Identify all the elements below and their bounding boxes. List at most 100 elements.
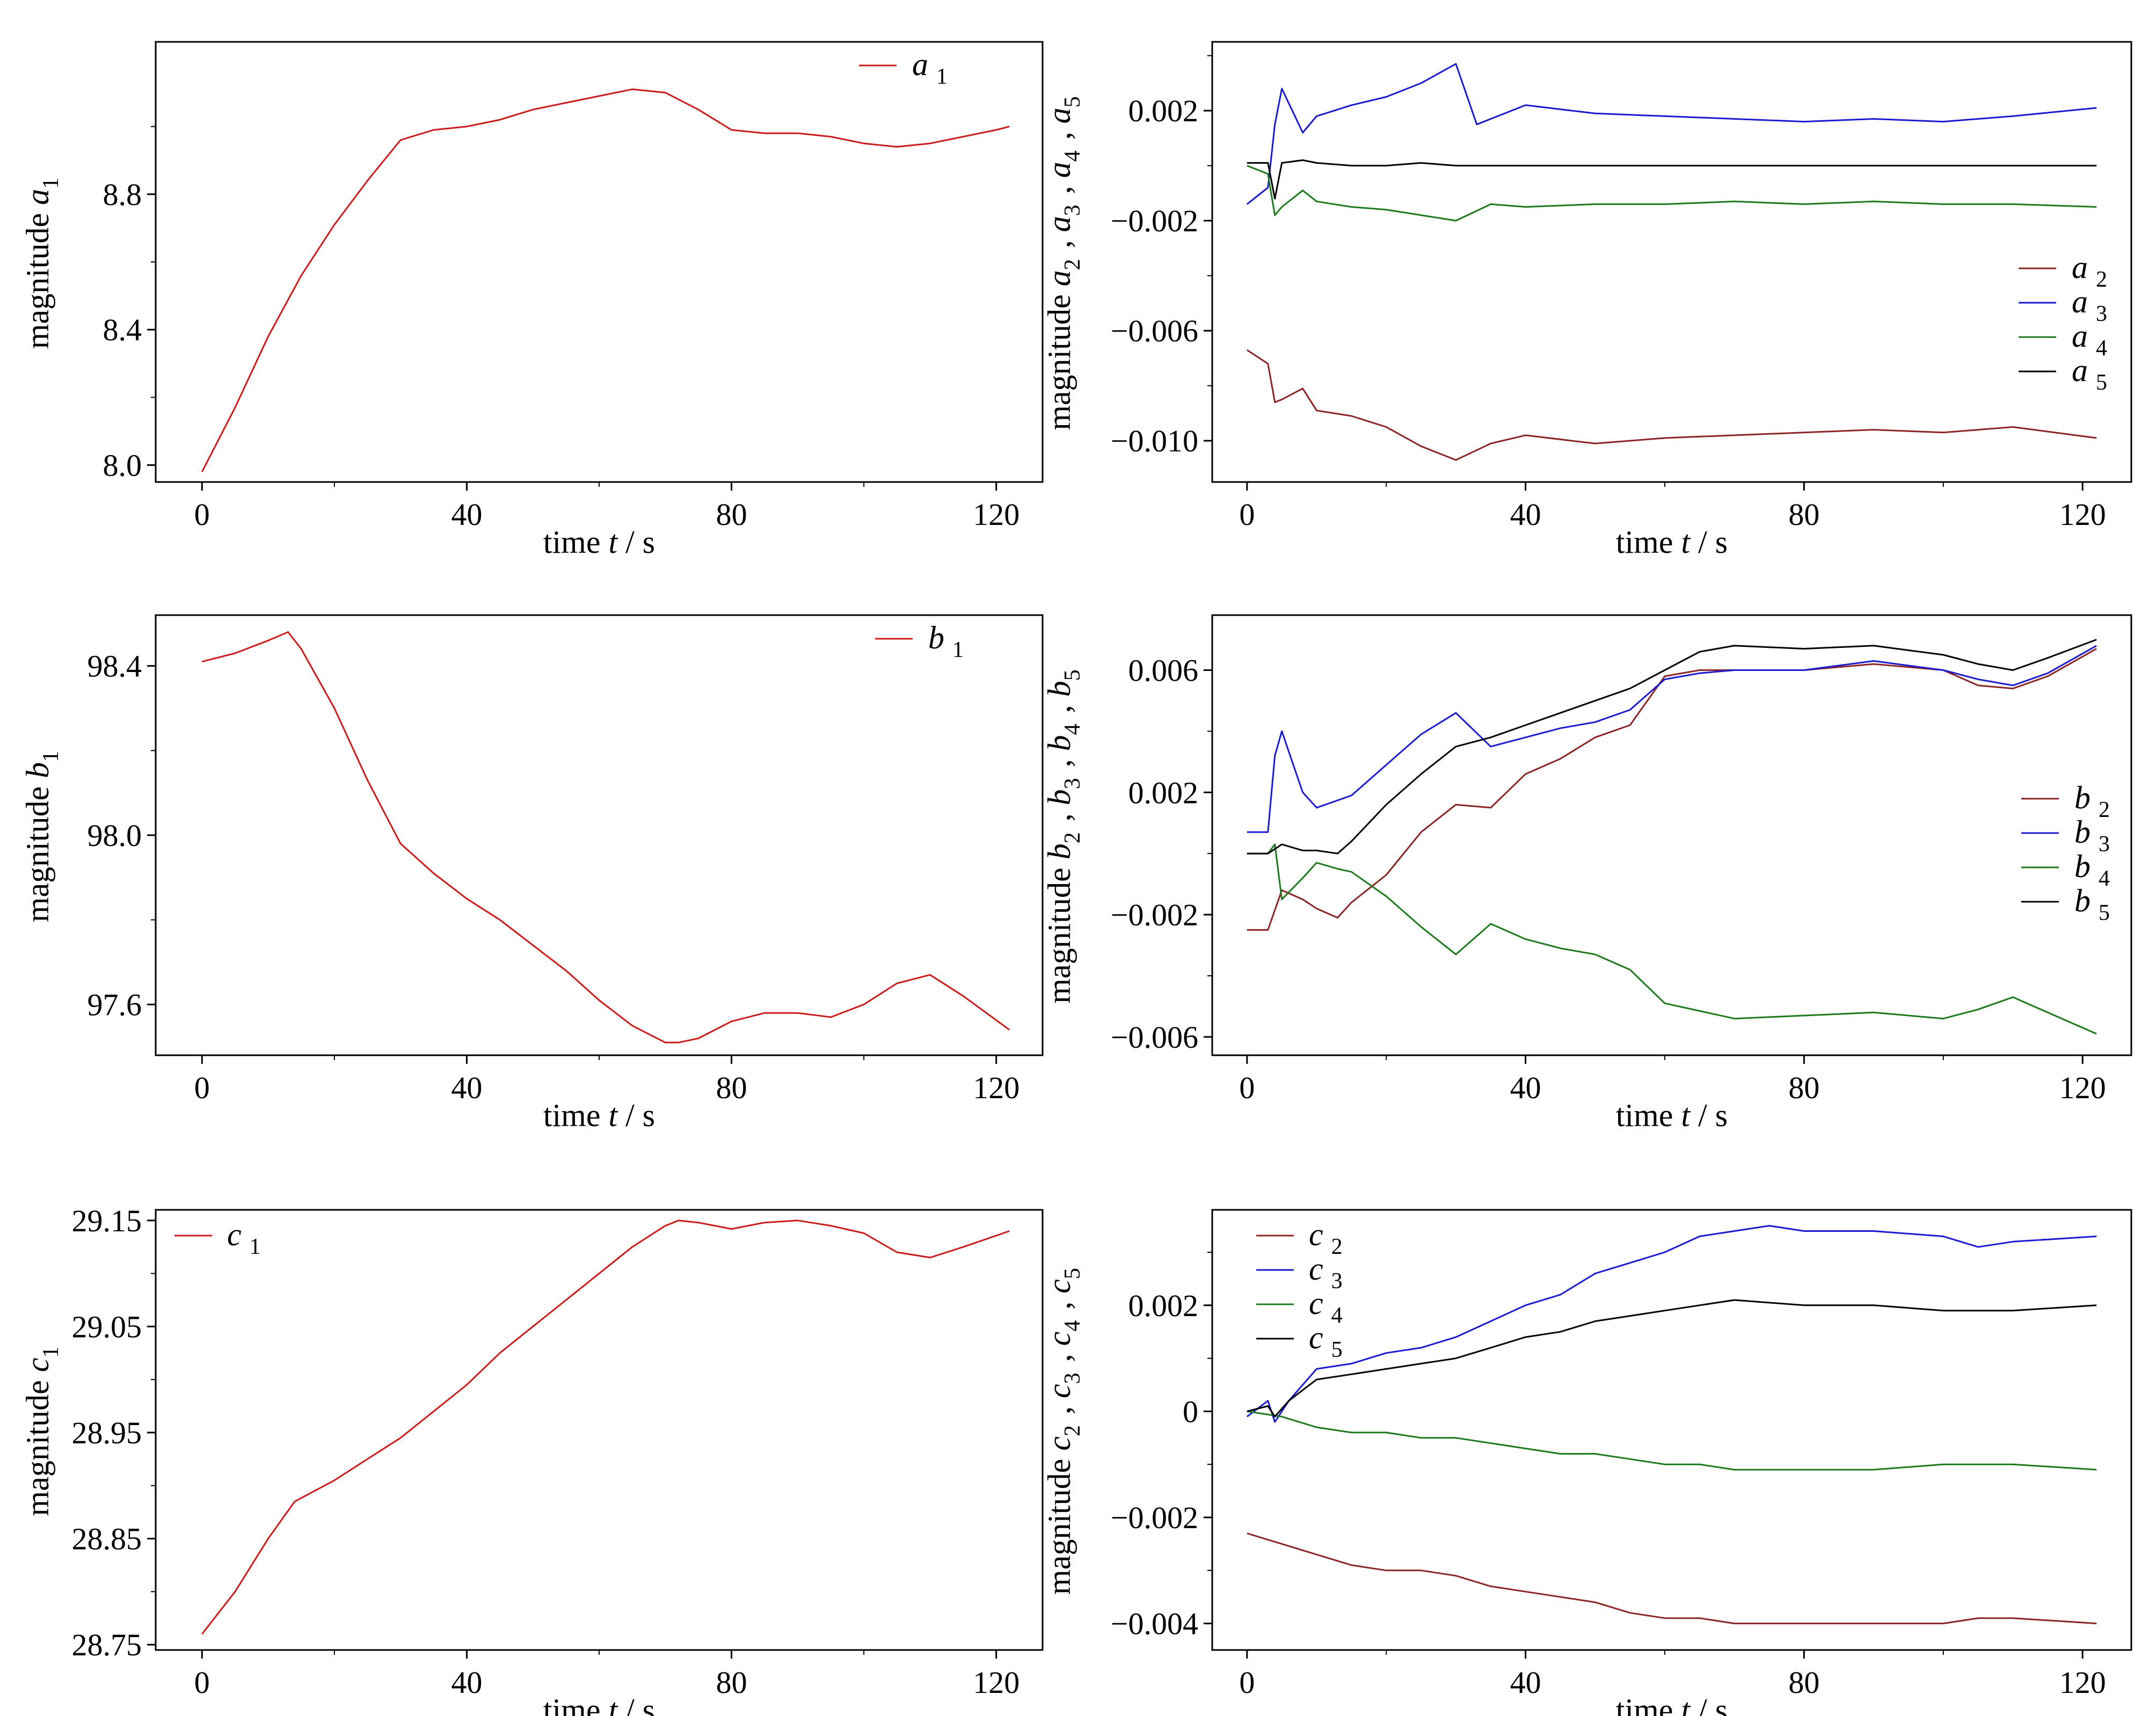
x-tick-label: 80 — [1788, 497, 1819, 532]
series-line-a1 — [201, 88, 1010, 472]
series-line-a3 — [1246, 63, 2097, 205]
y-tick-label: −0.006 — [1111, 313, 1198, 348]
chart-panel-3: 0 40 80 120 98.4 98.0 97.6 time t / s magnitude … — [20, 614, 1044, 1133]
series-line-c5 — [1247, 1299, 2097, 1418]
y-tick-label: 8.4 — [103, 312, 142, 347]
legend-label-c2: c 2 — [1309, 1217, 1343, 1259]
legend-label-c1: c 1 — [227, 1217, 261, 1259]
x-tick-label: 40 — [451, 497, 482, 532]
chart-panel-4: 0 40 80 120 0.006 0.002 −0.002 −0.006 time t / s… — [1041, 614, 2132, 1133]
y-tick-label: 0.002 — [1128, 775, 1199, 810]
y-axis-label: magnitude b1 — [20, 748, 63, 922]
y-tick-label: 29.15 — [72, 1203, 142, 1238]
y-tick-label: 8.8 — [103, 177, 142, 212]
series-line-a4 — [1247, 165, 2097, 222]
series-line-b1 — [201, 631, 1010, 1043]
legend-label-b3: b 3 — [2074, 814, 2110, 857]
x-tick-label: 0 — [1239, 497, 1255, 532]
y-tick-label: 0.002 — [1128, 1288, 1199, 1323]
chart-panel-2: 0 40 80 120 0.002 −0.002 −0.006 −0.010 time t / … — [1041, 41, 2132, 560]
chart-panel-6: 0 40 80 120 0.002 0 −0.002 −0.004 time t / s magn… — [1041, 1209, 2132, 1716]
plot-frame — [1211, 1209, 2132, 1651]
x-tick-label: 80 — [716, 1665, 747, 1700]
x-axis-label: time t / s — [543, 1098, 655, 1133]
x-tick-label: 0 — [194, 497, 210, 532]
plot-frame — [1211, 614, 2132, 1056]
legend-label-a2: a 2 — [2072, 250, 2107, 292]
y-tick-label: −0.002 — [1111, 203, 1198, 238]
x-axis-label: time t / s — [1616, 1692, 1728, 1716]
y-axis-label: magnitude c1 — [20, 1344, 63, 1516]
x-axis-label: time t / s — [1616, 1098, 1728, 1133]
legend-label-a4: a 4 — [2072, 318, 2107, 361]
x-tick-label: 80 — [716, 1070, 747, 1105]
y-tick-label: −0.006 — [1111, 1020, 1198, 1055]
x-tick-label: 0 — [194, 1070, 210, 1105]
x-tick-label: 40 — [1510, 1665, 1541, 1700]
legend: c 2c 3c 4c 5 — [1256, 1217, 1343, 1362]
y-tick-label: 29.05 — [72, 1309, 142, 1344]
series-line-c3 — [1246, 1225, 2097, 1423]
y-tick-label: −0.004 — [1111, 1607, 1198, 1641]
chart-panel-5: 0 40 80 120 29.15 29.05 28.95 28.85 28.75 time t … — [20, 1203, 1044, 1716]
plot-frame — [155, 614, 1044, 1056]
x-tick-label: 80 — [1788, 1070, 1819, 1105]
series-line-c2 — [1247, 1532, 2097, 1625]
legend-label-c4: c 4 — [1309, 1286, 1343, 1328]
y-tick-label: 28.95 — [72, 1415, 142, 1450]
x-tick-label: 0 — [1239, 1070, 1255, 1105]
legend: a 2a 3a 4a 5 — [2019, 250, 2107, 395]
y-axis-label: magnitude b2 , b3 , b4 , b5 — [1041, 667, 1085, 1003]
legend: a 1 — [859, 47, 948, 89]
x-tick-label: 0 — [1239, 1665, 1255, 1700]
legend-label-a5: a 5 — [2072, 353, 2107, 395]
legend: c 1 — [174, 1217, 261, 1259]
legend-label-b2: b 2 — [2074, 780, 2110, 822]
x-tick-label: 40 — [1510, 1070, 1541, 1105]
x-axis-label: time t / s — [543, 524, 655, 560]
y-tick-label: 0.002 — [1128, 93, 1199, 128]
y-tick-label: −0.002 — [1111, 1500, 1198, 1535]
y-tick-label: 28.75 — [72, 1627, 142, 1662]
y-tick-label: 98.0 — [88, 818, 142, 853]
y-tick-label: 0.006 — [1128, 653, 1199, 688]
series-line-c1 — [201, 1220, 1010, 1635]
x-tick-label: 40 — [1510, 497, 1541, 532]
y-tick-label: 8.0 — [103, 448, 142, 483]
x-tick-label: 40 — [451, 1665, 482, 1700]
legend-label-c3: c 3 — [1309, 1251, 1343, 1294]
legend: b 1 — [875, 620, 964, 662]
x-axis-label: time t / s — [543, 1692, 655, 1716]
legend: b 2b 3b 4b 5 — [2021, 780, 2110, 925]
legend-label-b5: b 5 — [2074, 883, 2110, 925]
x-tick-label: 40 — [451, 1070, 482, 1105]
x-tick-label: 120 — [2059, 497, 2106, 532]
series-line-a5 — [1247, 159, 2097, 200]
legend-label-a3: a 3 — [2072, 284, 2107, 326]
legend-label-c5: c 5 — [1309, 1320, 1343, 1362]
y-tick-label: 0 — [1183, 1394, 1198, 1429]
legend-label-b1: b 1 — [928, 620, 964, 662]
x-tick-label: 80 — [1788, 1665, 1819, 1700]
y-axis-label: magnitude a2 , a3 , a4 , a5 — [1041, 93, 1085, 430]
x-tick-label: 80 — [716, 497, 747, 532]
legend-label-a1: a 1 — [912, 47, 948, 89]
y-axis-label: magnitude a1 — [20, 175, 63, 349]
x-tick-label: 0 — [194, 1665, 210, 1700]
y-tick-label: 98.4 — [88, 649, 142, 684]
y-tick-label: 97.6 — [88, 987, 142, 1022]
series-line-a2 — [1246, 349, 2097, 461]
y-tick-label: −0.010 — [1111, 423, 1198, 458]
y-axis-label: magnitude c2 , c3 , c4 , c5 — [1041, 1265, 1085, 1595]
x-tick-label: 120 — [2059, 1070, 2106, 1105]
plot-frame — [155, 1209, 1044, 1651]
plot-frame — [155, 41, 1044, 483]
series-line-b3 — [1247, 645, 2097, 833]
x-tick-label: 120 — [973, 497, 1019, 532]
y-tick-label: 28.85 — [72, 1522, 142, 1557]
x-axis-label: time t / s — [1616, 524, 1728, 560]
plot-frame — [1211, 41, 2132, 483]
series-line-b4 — [1247, 843, 2097, 1035]
